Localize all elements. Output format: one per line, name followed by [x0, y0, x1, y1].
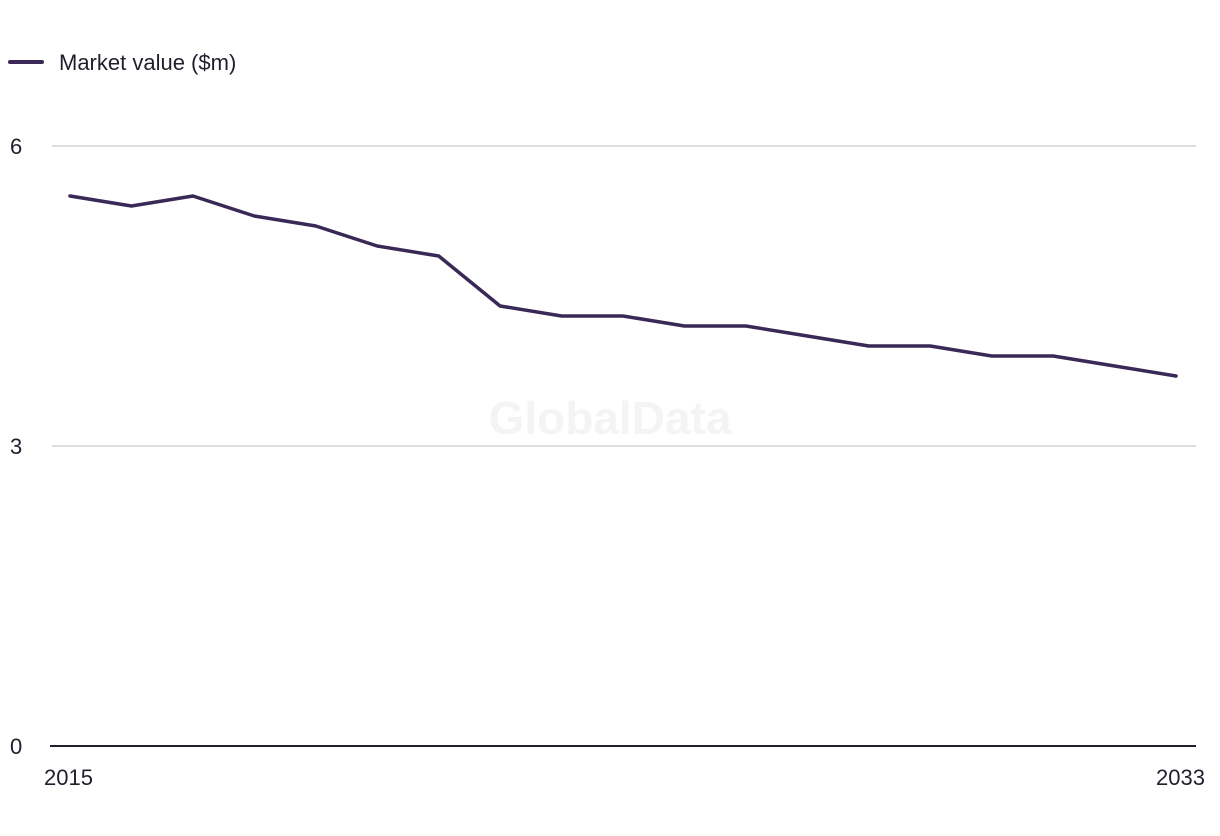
x-tick-label-2015: 2015 [44, 765, 93, 790]
legend-label-market-value: Market value ($m) [59, 50, 236, 75]
y-gridlines [52, 145, 1196, 447]
y-tick-label-0: 0 [10, 734, 22, 759]
watermark-text: GlobalData [489, 392, 732, 444]
x-axis-tick-labels: 2015 2033 [44, 765, 1205, 790]
x-tick-label-2033: 2033 [1156, 765, 1205, 790]
y-tick-label-3: 3 [10, 434, 22, 459]
series-layer [68, 194, 1178, 378]
y-axis-tick-labels: 0 3 6 [10, 134, 22, 759]
y-tick-label-6: 6 [10, 134, 22, 159]
chart-legend: Market value ($m) [8, 50, 236, 75]
series-line-0 [68, 194, 1178, 378]
